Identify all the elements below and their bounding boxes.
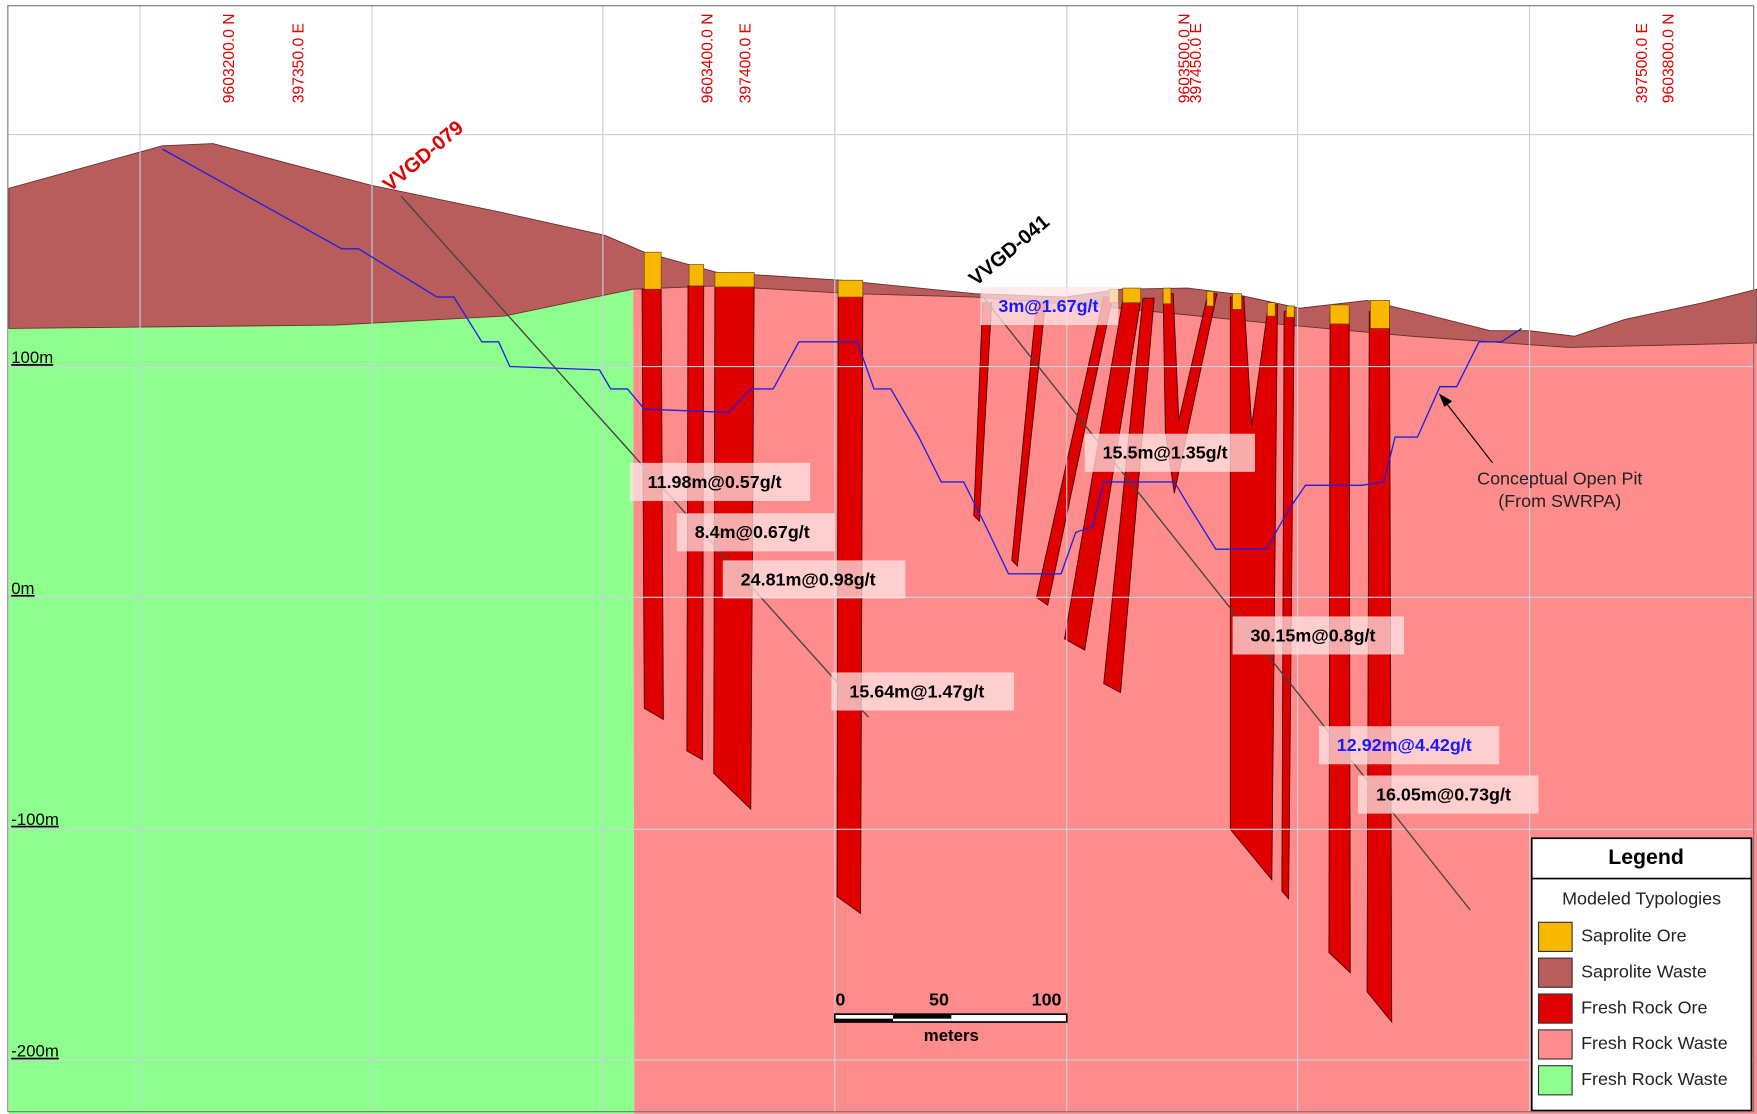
saprolite-ore	[1267, 303, 1275, 316]
intercept-label: 30.15m@0.8g/t	[1251, 625, 1376, 645]
legend-swatch	[1538, 994, 1572, 1023]
legend-subtitle: Modeled Typologies	[1562, 889, 1721, 909]
saprolite-ore	[1163, 288, 1171, 304]
saprolite-ore	[838, 280, 863, 297]
intercept-label: 16.05m@0.73g/t	[1376, 784, 1511, 804]
saprolite-ore	[1233, 294, 1242, 310]
legend-swatch	[1538, 958, 1572, 987]
intercept-label: 15.5m@1.35g/t	[1103, 443, 1228, 463]
scale-unit: meters	[924, 1026, 979, 1045]
scale-bar-segment	[893, 1014, 951, 1018]
legend-swatch	[1538, 1066, 1572, 1095]
scale-tick-label: 0	[835, 989, 845, 1009]
saprolite-ore	[1207, 291, 1214, 306]
legend-swatch	[1538, 1030, 1572, 1059]
cross-section: 9603200.0 N 397350.0 E 9603400.0 N 397400.0…	[0, 0, 1757, 1114]
legend-label: Fresh Rock Ore	[1581, 997, 1707, 1017]
legend-label: Fresh Rock Waste	[1581, 1033, 1728, 1053]
section-label: 397500.0 E	[1634, 23, 1651, 103]
section-label: 9603200.0 N	[221, 13, 238, 103]
saprolite-ore	[715, 272, 754, 287]
intercept-label: 8.4m@0.67g/t	[695, 522, 810, 542]
scale-tick-label: 100	[1032, 989, 1062, 1009]
fresh-rock-waste-green	[9, 289, 634, 1114]
saprolite-ore	[1286, 306, 1294, 317]
section-label: 9603400.0 N	[699, 13, 716, 103]
fresh-rock-ore	[837, 295, 863, 914]
legend-label: Saprolite Ore	[1581, 926, 1687, 946]
section-label: 397400.0 E	[737, 23, 754, 103]
saprolite-ore	[1370, 300, 1389, 328]
saprolite-ore	[1123, 288, 1141, 303]
intercept-label: 3m@1.67g/t	[998, 296, 1098, 316]
elevation-label: 0m	[11, 579, 34, 598]
intercept-label: 12.92m@4.42g/t	[1337, 735, 1472, 755]
saprolite-ore	[1330, 305, 1349, 324]
legend-swatch	[1538, 922, 1572, 951]
fresh-rock-ore	[642, 289, 663, 719]
saprolite-ore	[644, 252, 661, 289]
fresh-rock-ore	[1367, 312, 1392, 1022]
annotation-text: (From SWRPA)	[1498, 491, 1621, 511]
legend-label: Saprolite Waste	[1581, 961, 1707, 981]
scale-tick-label: 50	[929, 989, 949, 1009]
section-label: 397450.0 E	[1188, 23, 1205, 103]
intercept-label: 11.98m@0.57g/t	[648, 472, 782, 492]
elevation-label: 100m	[11, 348, 53, 367]
elevation-label: -100m	[11, 810, 59, 829]
saprolite-ore	[689, 265, 704, 286]
intercept-label: 24.81m@0.98g/t	[741, 569, 876, 589]
section-label: 397350.0 E	[290, 23, 307, 103]
legend-label: Fresh Rock Waste	[1581, 1069, 1728, 1089]
scale-bar-segment	[835, 1019, 893, 1022]
legend-title: Legend	[1608, 845, 1684, 869]
annotation-text: Conceptual Open Pit	[1477, 468, 1642, 488]
section-label: 9603800.0 N	[1661, 13, 1678, 103]
elevation-label: -200m	[11, 1042, 59, 1061]
intercept-label: 15.64m@1.47g/t	[849, 681, 984, 701]
